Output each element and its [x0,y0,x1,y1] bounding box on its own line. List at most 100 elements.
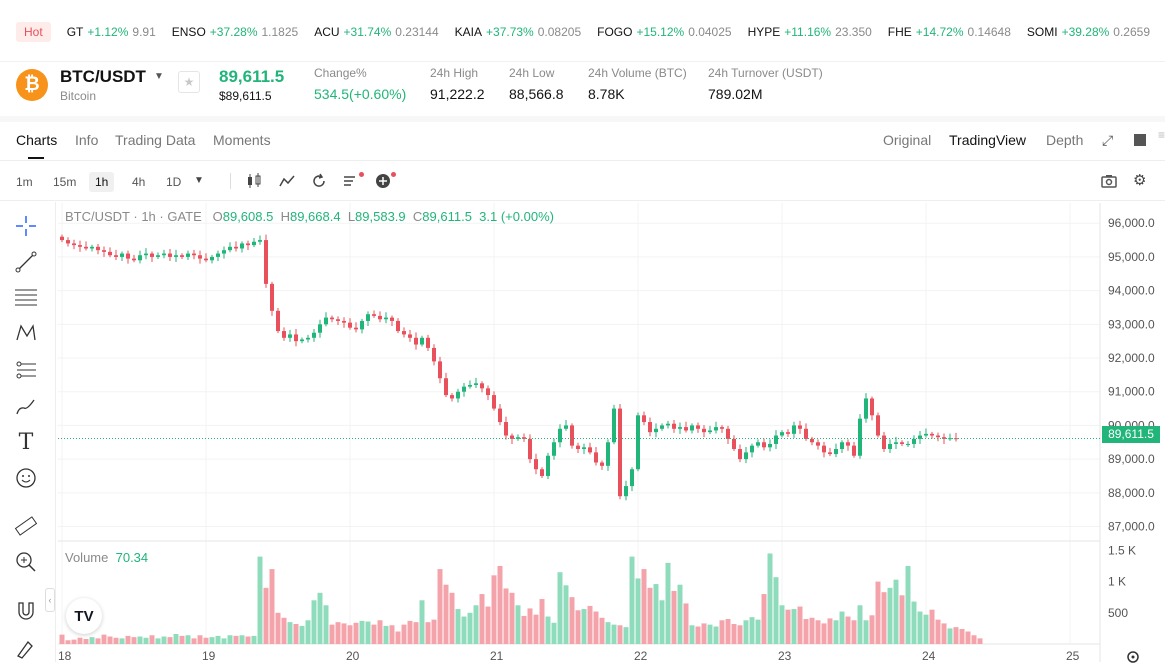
volume-bar [971,635,977,644]
draw-lock-icon[interactable] [14,636,38,660]
candle [120,253,124,257]
camera-icon[interactable] [1101,174,1117,188]
ticker-price: 0.14648 [967,25,1011,39]
volume-bar [281,617,287,644]
layout-icon[interactable] [1134,134,1146,146]
ticker-item-somi[interactable]: SOMI +39.28% 0.2659 [1027,25,1150,39]
candle [288,334,292,338]
add-indicator-icon[interactable] [375,173,391,189]
candle [270,283,274,311]
timeframe-1d[interactable]: 1D [166,175,182,189]
menu-icon[interactable]: ≡ [1158,128,1165,142]
expand-icon[interactable]: ⤢ [1102,132,1114,148]
tab-charts[interactable]: Charts [16,132,58,148]
pair-title[interactable]: BTC/USDT [60,67,146,86]
stat-value: 8.78K [588,86,625,102]
candle [318,324,322,333]
fib-lines-icon[interactable] [14,285,38,309]
candle [282,331,286,338]
candle [186,253,190,257]
ohlc-legend: BTC/USDT · 1h · GATE O89,608.5 H89,668.4… [65,209,554,224]
tab-tradingview[interactable]: TradingView [949,132,1027,148]
legend-change: 3.1 (+0.00%) [479,209,554,224]
ticker-item-fhe[interactable]: FHE +14.72% 0.14648 [888,25,1011,39]
indicators-icon[interactable] [279,173,295,189]
candle [138,255,142,261]
tab-moments[interactable]: Moments [213,132,271,148]
tab-original[interactable]: Original [883,132,932,148]
stat-24h-high: 24h High 91,222.2 [430,66,485,102]
candle [432,347,436,362]
timeframe-dropdown-icon[interactable]: ▼ [194,175,204,186]
zoom-in-icon[interactable] [14,550,38,574]
volume-bar [323,605,329,644]
candle [384,317,388,320]
volume-bar [473,605,479,644]
candle [564,425,568,429]
active-tab-indicator [28,157,44,159]
candle [150,253,154,257]
timeframe-4h[interactable]: 4h [132,175,146,189]
volume-bar [137,636,143,644]
legend-low: 89,583.9 [355,209,406,224]
volume-bar [389,625,395,644]
volume-bar [527,608,533,644]
candles-icon[interactable] [246,173,262,189]
volume-bar [623,627,629,644]
trend-line-icon[interactable] [14,250,38,274]
volume-bar [305,620,311,644]
emoji-icon[interactable] [14,466,38,490]
text-tool-icon[interactable]: T [18,430,34,455]
candle [552,442,556,456]
timeframe-1h[interactable]: 1h [89,172,115,192]
chart-toolbar: 1m 15m 1h 4h 1D ▼ ⚙ [0,161,1165,201]
volume-bar [743,620,749,644]
volume-bar [875,581,881,644]
chevron-down-icon[interactable]: ▼ [154,71,164,82]
candle [708,430,712,433]
volume-bar [839,611,845,644]
ticker-item-enso[interactable]: ENSO +37.28% 1.1825 [172,25,298,39]
volume-bar [59,634,65,644]
tradingview-logo[interactable]: TV [66,598,102,634]
list-settings-icon[interactable] [343,173,359,189]
ticker-item-acu[interactable]: ACU +31.74% 0.23144 [314,25,438,39]
volume-bar [443,584,449,644]
volume-bar [461,616,467,644]
price-tick-label: 91,000.0 [1108,385,1155,399]
tab-trading-data[interactable]: Trading Data [115,132,196,148]
candle [852,445,856,456]
tab-depth[interactable]: Depth [1046,132,1084,148]
candle [486,388,490,396]
timeframe-1m[interactable]: 1m [16,175,33,189]
price-tick-label: 87,000.0 [1108,520,1155,534]
volume-bar [353,622,359,644]
crosshair-icon[interactable] [14,214,38,238]
collapse-toolbar-icon[interactable]: ‹ [45,588,55,612]
timeframe-15m[interactable]: 15m [53,175,77,189]
hot-badge[interactable]: Hot [16,22,51,42]
price-axis[interactable]: 96,000.0 95,000.0 94,000.0 93,000.0 92,000.0… [1108,216,1155,620]
gear-icon[interactable]: ⚙ [1133,172,1147,189]
tab-info[interactable]: Info [75,132,99,148]
candle [894,442,898,444]
ticker-item-fogo[interactable]: FOGO +15.12% 0.04025 [597,25,731,39]
projection-icon[interactable] [14,358,38,382]
ticker-item-hype[interactable]: HYPE +11.16% 23.350 [748,25,872,39]
volume-bar [719,620,725,644]
candle [780,432,784,436]
ticker-item-kaia[interactable]: KAIA +37.73% 0.08205 [455,25,581,39]
time-axis[interactable]: 18 19 20 21 22 23 24 25 [58,649,1080,662]
star-icon[interactable]: ★ [178,71,200,93]
brush-icon[interactable] [14,394,38,418]
magnet-icon[interactable] [14,599,38,623]
candle [666,423,670,426]
volume-bar [221,638,227,644]
ruler-icon[interactable] [14,514,38,538]
pattern-icon[interactable] [14,321,38,345]
refresh-icon[interactable] [311,173,327,189]
drawing-toolbar: T [0,202,56,662]
ticker-item-gt[interactable]: GT +1.12% 9.91 [67,25,156,39]
volume-bar [233,635,239,644]
